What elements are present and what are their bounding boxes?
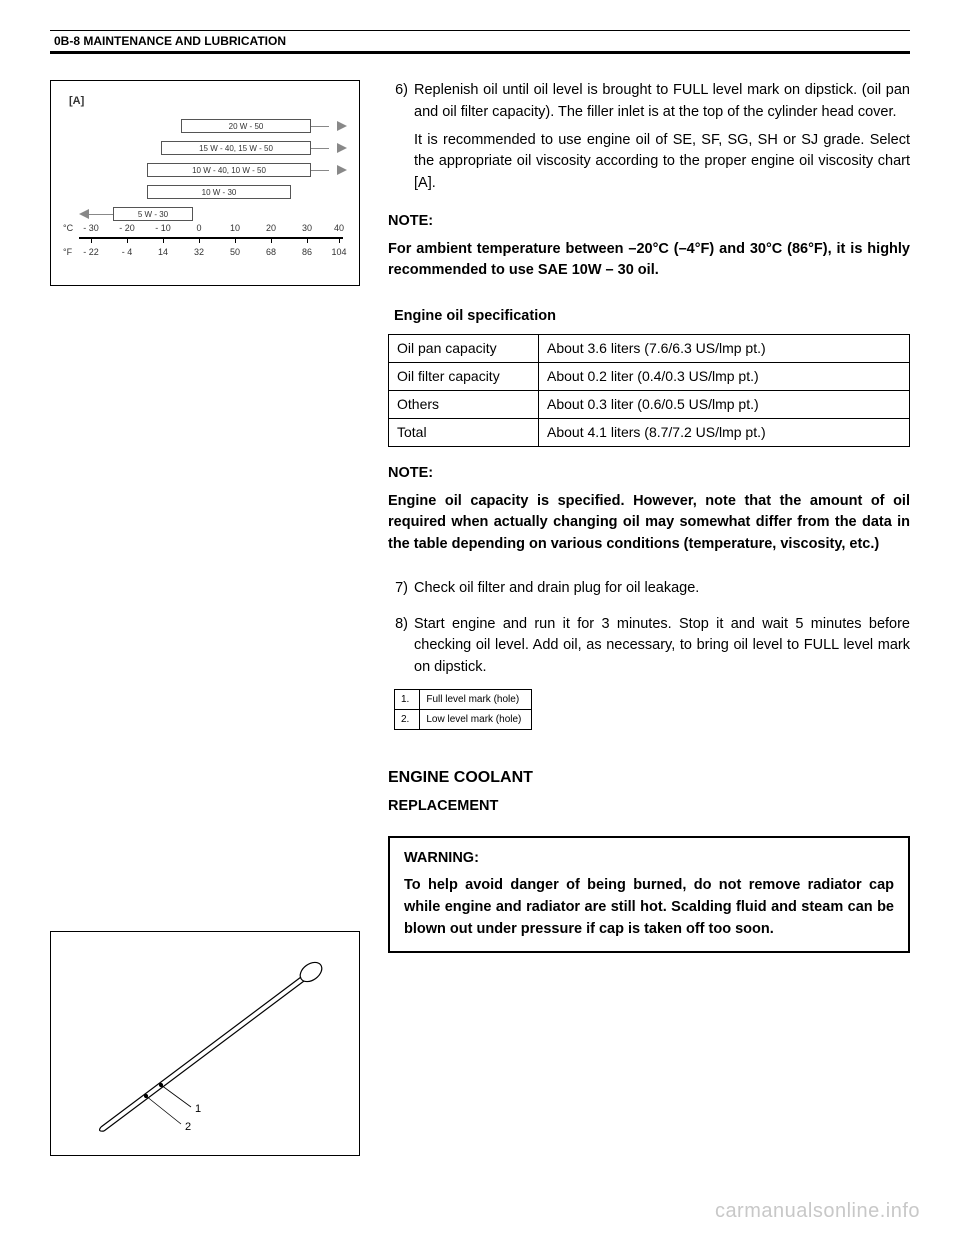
tick-f: 14 <box>158 247 168 257</box>
oil-bar-row: 15 W - 40, 15 W - 50 <box>61 139 349 157</box>
step-text: Replenish oil until oil level is brought… <box>414 80 910 195</box>
dipstick-svg: 1 2 <box>51 932 361 1157</box>
arrow-left-icon <box>79 209 89 219</box>
tick-f: - 22 <box>83 247 99 257</box>
arrow-right-icon <box>337 143 347 153</box>
dipstick-label-2: 2 <box>185 1121 191 1133</box>
arrow-stem <box>311 170 329 171</box>
oil-bar: 15 W - 40, 15 W - 50 <box>161 141 311 155</box>
warning-heading: WARNING: <box>404 848 894 870</box>
oil-bar-row: 20 W - 50 <box>61 117 349 135</box>
tick-c: - 30 <box>83 223 99 233</box>
step-list: 6) Replenish oil until oil level is brou… <box>388 80 910 195</box>
spec-table: Oil pan capacityAbout 3.6 liters (7.6/6.… <box>388 334 910 447</box>
warning-box: WARNING: To help avoid danger of being b… <box>388 836 910 953</box>
tick-c: 10 <box>230 223 240 233</box>
tick-f: 104 <box>331 247 346 257</box>
header-text: 0B-8 MAINTENANCE AND LUBRICATION <box>54 34 286 48</box>
table-row: OthersAbout 0.3 liter (0.6/0.5 US/lmp pt… <box>389 390 910 418</box>
oil-bar: 5 W - 30 <box>113 207 193 221</box>
content-area: [A] 20 W - 50 15 W - 40, 15 W - 50 10 W … <box>50 80 910 1156</box>
legend-text: Full level mark (hole) <box>420 689 532 709</box>
dipstick-label-1: 1 <box>195 1103 201 1115</box>
spec-value: About 3.6 liters (7.6/6.3 US/lmp pt.) <box>539 334 910 362</box>
legend-num: 2. <box>395 709 420 729</box>
tick-f: - 4 <box>122 247 133 257</box>
arrow-stem <box>311 126 329 127</box>
tick-c: 30 <box>302 223 312 233</box>
spec-label: Total <box>389 418 539 446</box>
oil-bar: 20 W - 50 <box>181 119 311 133</box>
step-8: 8) Start engine and run it for 3 minutes… <box>388 614 910 679</box>
step-text: Check oil filter and drain plug for oil … <box>414 578 910 600</box>
legend-num: 1. <box>395 689 420 709</box>
step-text: Start engine and run it for 3 minutes. S… <box>414 614 910 679</box>
axis-area: °C °F - 30- 22 - 20- 4 - 1014 032 1050 2… <box>61 229 349 269</box>
oil-bar: 10 W - 30 <box>147 185 291 199</box>
chart-label-a: [A] <box>69 95 349 107</box>
spec-label: Oil filter capacity <box>389 362 539 390</box>
step-list: 7) Check oil filter and drain plug for o… <box>388 578 910 600</box>
table-row: TotalAbout 4.1 liters (8.7/7.2 US/lmp pt… <box>389 418 910 446</box>
arrow-stem <box>89 214 113 215</box>
right-column: 6) Replenish oil until oil level is brou… <box>388 80 910 1156</box>
watermark: carmanualsonline.info <box>715 1200 920 1223</box>
table-row: Oil filter capacityAbout 0.2 liter (0.4/… <box>389 362 910 390</box>
legend-table: 1.Full level mark (hole) 2.Low level mar… <box>394 689 532 730</box>
section-heading: ENGINE COOLANT <box>388 766 910 790</box>
oil-bar-row: 5 W - 30 <box>61 205 349 223</box>
page: 0B-8 MAINTENANCE AND LUBRICATION [A] 20 … <box>0 0 960 1235</box>
sub-heading: REPLACEMENT <box>388 796 910 818</box>
tick-f: 68 <box>266 247 276 257</box>
tick-c: - 10 <box>155 223 171 233</box>
step6-p1: Replenish oil until oil level is brought… <box>414 82 910 120</box>
table-row: 1.Full level mark (hole) <box>395 689 532 709</box>
step-number: 7) <box>388 578 414 600</box>
unit-celsius: °C <box>63 223 73 233</box>
oil-bar: 10 W - 40, 10 W - 50 <box>147 163 311 177</box>
axis-line <box>79 237 343 239</box>
note-heading: NOTE: <box>388 463 910 485</box>
page-header: 0B-8 MAINTENANCE AND LUBRICATION <box>50 30 910 54</box>
step-list: 8) Start engine and run it for 3 minutes… <box>388 614 910 679</box>
tick-c: - 20 <box>119 223 135 233</box>
viscosity-chart: [A] 20 W - 50 15 W - 40, 15 W - 50 10 W … <box>61 95 349 269</box>
tick-c: 20 <box>266 223 276 233</box>
note-body: Engine oil capacity is specified. Howeve… <box>388 491 910 556</box>
table-row: 2.Low level mark (hole) <box>395 709 532 729</box>
note-heading: NOTE: <box>388 211 910 233</box>
tick-f: 32 <box>194 247 204 257</box>
tick-c: 40 <box>334 223 344 233</box>
spec-label: Oil pan capacity <box>389 334 539 362</box>
tick-f: 50 <box>230 247 240 257</box>
spec-title: Engine oil specification <box>394 306 910 328</box>
dipstick-figure: 1 2 <box>50 931 360 1156</box>
arrow-right-icon <box>337 121 347 131</box>
step-7: 7) Check oil filter and drain plug for o… <box>388 578 910 600</box>
step-number: 6) <box>388 80 414 195</box>
oil-bar-row: 10 W - 40, 10 W - 50 <box>61 161 349 179</box>
viscosity-chart-figure: [A] 20 W - 50 15 W - 40, 15 W - 50 10 W … <box>50 80 360 286</box>
legend-text: Low level mark (hole) <box>420 709 532 729</box>
oil-bar-row: 10 W - 30 <box>61 183 349 201</box>
arrow-stem <box>311 148 329 149</box>
arrow-right-icon <box>337 165 347 175</box>
spec-value: About 0.2 liter (0.4/0.3 US/lmp pt.) <box>539 362 910 390</box>
unit-fahrenheit: °F <box>63 247 72 257</box>
note-body: For ambient temperature between –20°C (–… <box>388 239 910 283</box>
spec-label: Others <box>389 390 539 418</box>
step-number: 8) <box>388 614 414 679</box>
table-row: Oil pan capacityAbout 3.6 liters (7.6/6.… <box>389 334 910 362</box>
spec-value: About 4.1 liters (8.7/7.2 US/lmp pt.) <box>539 418 910 446</box>
spec-value: About 0.3 liter (0.6/0.5 US/lmp pt.) <box>539 390 910 418</box>
tick-f: 86 <box>302 247 312 257</box>
step-6: 6) Replenish oil until oil level is brou… <box>388 80 910 195</box>
warning-body: To help avoid danger of being burned, do… <box>404 875 894 940</box>
tick-c: 0 <box>196 223 201 233</box>
step6-p2: It is recommended to use engine oil of S… <box>414 130 910 195</box>
left-column: [A] 20 W - 50 15 W - 40, 15 W - 50 10 W … <box>50 80 360 1156</box>
